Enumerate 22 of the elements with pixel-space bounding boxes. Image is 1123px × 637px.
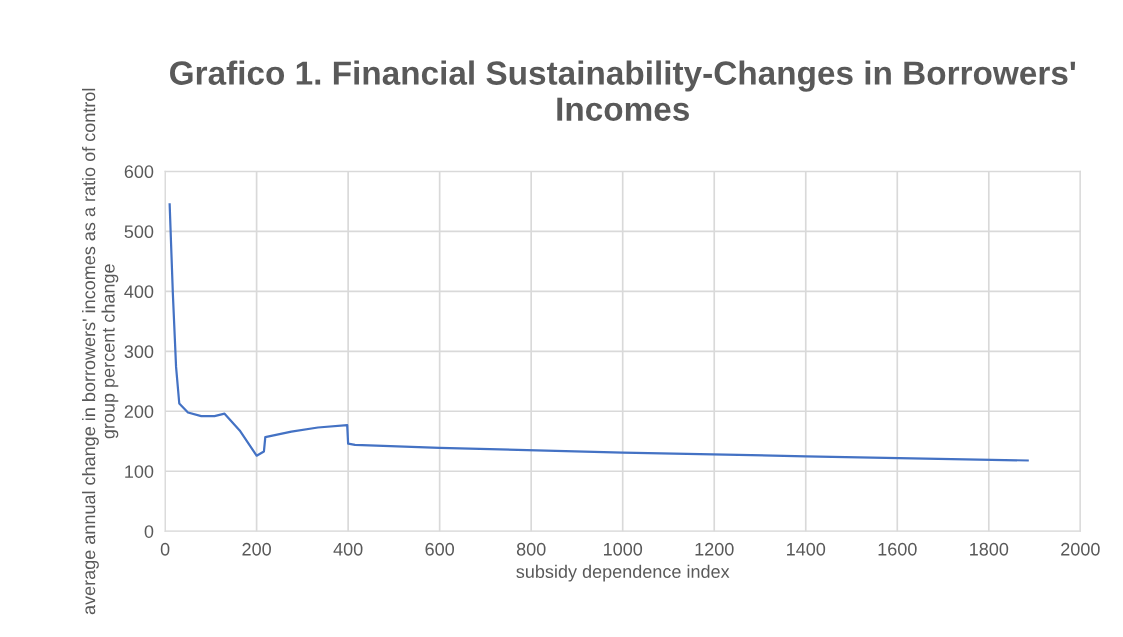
x-tick-label: 1400	[787, 542, 826, 556]
x-tick-label: 400	[333, 542, 363, 556]
chart-title: Grafico 1. Financial Sustainability-Changes in Borrowers' Incomes	[170, 60, 1076, 121]
x-tick-label: 2000	[1061, 542, 1100, 556]
y-tick-label: 400	[124, 285, 154, 299]
x-tick-label: 600	[425, 542, 455, 556]
x-tick-label: 0	[160, 542, 170, 556]
x-tick-label: 200	[242, 542, 271, 556]
y-axis-title: average annual change in borrowers' incomes as a ratio of control group percent change	[82, 88, 119, 615]
y-tick-label: 300	[124, 345, 154, 359]
x-tick-label: 1000	[604, 542, 643, 556]
x-tick-label: 1800	[970, 542, 1009, 556]
x-tick-label: 1200	[695, 542, 734, 556]
y-tick-label: 200	[124, 405, 154, 419]
line-series	[168, 203, 1029, 462]
x-tick-label: 1600	[878, 542, 917, 556]
x-axis-title: subsidy dependence index	[516, 564, 730, 582]
y-tick-label: 100	[125, 465, 154, 478]
y-tick-label: 0	[144, 525, 154, 538]
y-tick-label: 600	[124, 165, 154, 179]
y-tick-label: 500	[124, 225, 154, 239]
x-tick-label: 800	[516, 542, 546, 556]
